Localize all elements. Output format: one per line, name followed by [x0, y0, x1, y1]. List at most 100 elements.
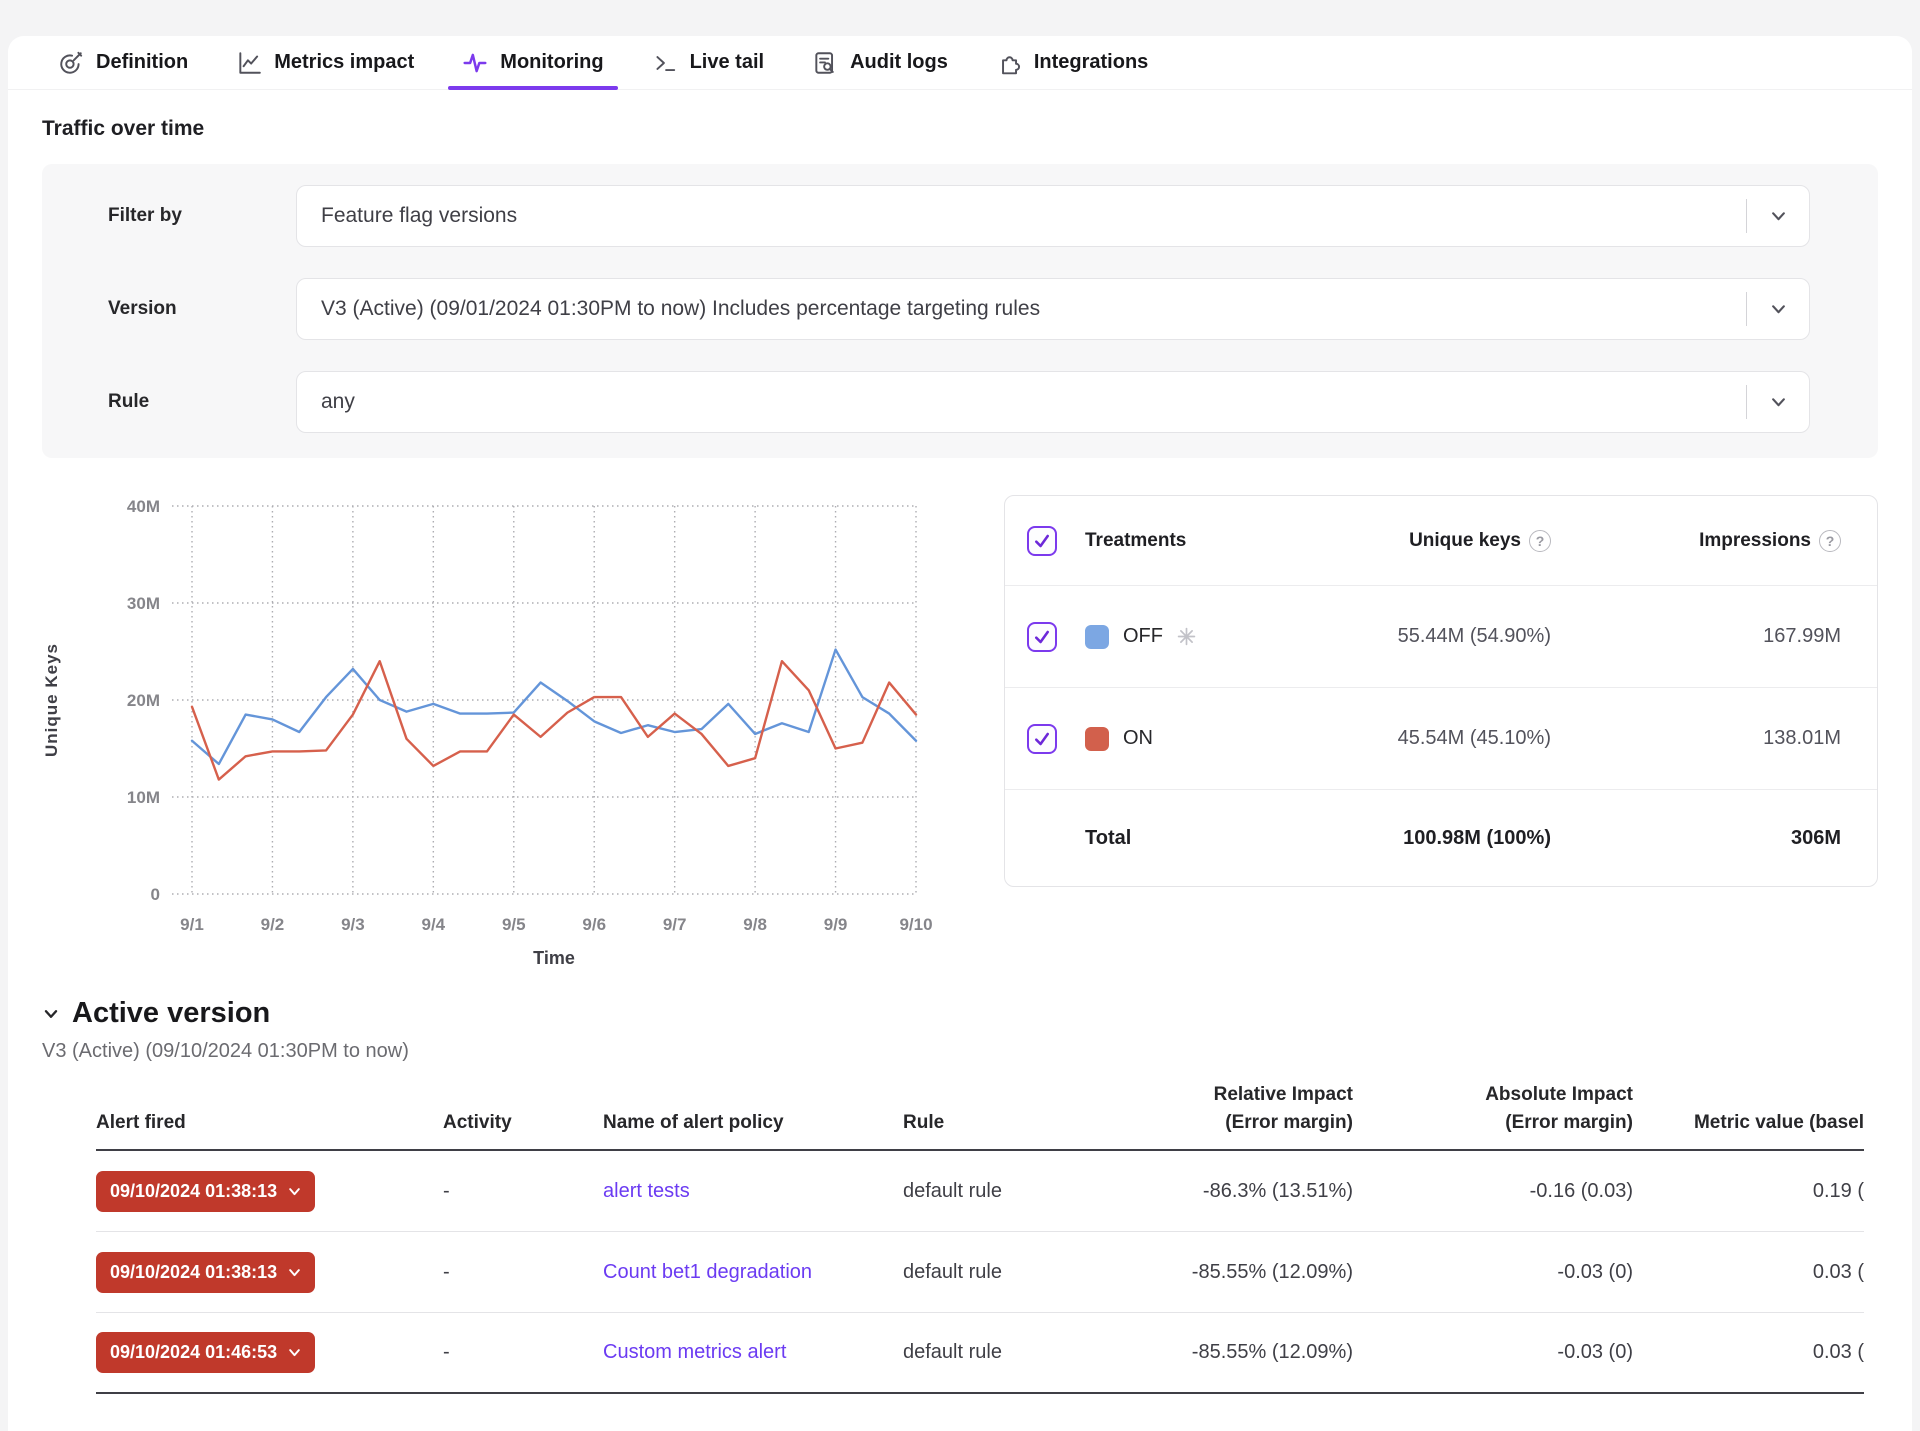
filter-row-filter-by: Filter byFeature flag versions — [108, 185, 1810, 247]
filter-dropdown-rule[interactable]: any — [296, 371, 1810, 433]
svg-text:10M: 10M — [127, 788, 160, 807]
alert-rule: default rule — [903, 1341, 1108, 1364]
svg-text:9/1: 9/1 — [180, 915, 204, 934]
svg-text:9/6: 9/6 — [582, 915, 606, 934]
tab-label: Integrations — [1034, 51, 1148, 74]
audit-logs-icon — [812, 50, 838, 76]
svg-text:9/9: 9/9 — [824, 915, 848, 934]
alert-rule: default rule — [903, 1261, 1108, 1284]
tab-definition[interactable]: Definition — [34, 36, 212, 89]
active-tab-indicator — [448, 86, 617, 90]
alert-fired-badge[interactable]: 09/10/2024 01:38:13 — [96, 1252, 315, 1293]
alerts-column-header: Activity — [443, 1109, 603, 1137]
alert-policy-cell: Custom metrics alert — [603, 1341, 903, 1364]
alert-relative-impact: -85.55% (12.09%) — [1108, 1341, 1353, 1364]
alert-fired-timestamp: 09/10/2024 01:38:13 — [110, 1181, 277, 1202]
treatment-unique-keys: 55.44M (54.90%) — [1221, 625, 1551, 648]
column-sublabel: (Error margin) — [1108, 1109, 1353, 1137]
definition-icon — [58, 50, 84, 76]
column-label: Alert fired — [96, 1109, 443, 1137]
alert-policy-cell: alert tests — [603, 1180, 903, 1203]
monitoring-icon — [462, 50, 488, 76]
help-icon[interactable]: ? — [1819, 530, 1841, 552]
live-tail-icon — [652, 50, 678, 76]
alerts-column-header: Absolute Impact(Error margin) — [1353, 1081, 1633, 1136]
alert-rule: default rule — [903, 1180, 1108, 1203]
alert-relative-impact: -86.3% (13.51%) — [1108, 1180, 1353, 1203]
impressions-header: Impressions? — [1551, 530, 1841, 552]
treatments-panel: TreatmentsUnique keys?Impressions?OFF55.… — [1004, 495, 1878, 887]
filter-row-rule: Ruleany — [108, 371, 1810, 433]
column-label: Absolute Impact — [1353, 1081, 1633, 1109]
alert-policy-link[interactable]: Count bet1 degradation — [603, 1261, 812, 1283]
alert-absolute-impact: -0.16 (0.03) — [1353, 1180, 1633, 1203]
filter-dropdown-filter-by[interactable]: Feature flag versions — [296, 185, 1810, 247]
alert-policy-link[interactable]: alert tests — [603, 1180, 690, 1202]
alert-absolute-impact: -0.03 (0) — [1353, 1341, 1633, 1364]
alert-activity: - — [443, 1180, 603, 1203]
dropdown-selected-value: V3 (Active) (09/01/2024 01:30PM to now) … — [321, 297, 1040, 321]
chevron-down-icon — [1770, 208, 1787, 225]
tab-integrations[interactable]: Integrations — [972, 36, 1172, 89]
alert-policy-cell: Count bet1 degradation — [603, 1261, 903, 1284]
alert-fired-badge[interactable]: 09/10/2024 01:38:13 — [96, 1171, 315, 1212]
tab-label: Metrics impact — [274, 51, 414, 74]
filter-row-version: VersionV3 (Active) (09/01/2024 01:30PM t… — [108, 278, 1810, 340]
alert-activity: - — [443, 1341, 603, 1364]
alert-metric-value: 0.03 ( — [1633, 1261, 1864, 1284]
treatment-checkbox[interactable] — [1027, 526, 1057, 556]
filter-dropdown-version[interactable]: V3 (Active) (09/01/2024 01:30PM to now) … — [296, 278, 1810, 340]
active-version-toggle[interactable]: Active version — [42, 997, 1878, 1030]
treatments-header-row: TreatmentsUnique keys?Impressions? — [1005, 496, 1877, 586]
treatment-checkbox[interactable] — [1027, 622, 1057, 652]
svg-text:9/2: 9/2 — [261, 915, 285, 934]
page-title: Traffic over time — [42, 117, 1878, 141]
treatment-checkbox[interactable] — [1027, 724, 1057, 754]
filter-panel: Filter byFeature flag versions VersionV3 … — [42, 164, 1878, 458]
alert-fired-cell: 09/10/2024 01:38:13 — [96, 1252, 443, 1293]
column-label: Activity — [443, 1109, 603, 1137]
tab-label: Definition — [96, 51, 188, 74]
unique-keys-header-label: Unique keys — [1409, 530, 1521, 552]
chevron-down-icon — [1770, 301, 1787, 318]
y-axis-title: Unique Keys — [42, 643, 62, 757]
chevron-down-icon — [288, 1185, 301, 1198]
svg-text:30M: 30M — [127, 594, 160, 613]
alert-policy-link[interactable]: Custom metrics alert — [603, 1341, 786, 1363]
default-treatment-icon — [1177, 627, 1196, 646]
tab-label: Live tail — [690, 51, 764, 74]
tab-metrics-impact[interactable]: Metrics impact — [212, 36, 438, 89]
traffic-line-chart: 010M20M30M40M9/19/29/39/49/59/69/79/89/9… — [72, 492, 977, 967]
alerts-column-header: Name of alert policy — [603, 1109, 903, 1137]
total-unique-keys: 100.98M (100%) — [1221, 827, 1551, 850]
tab-monitoring[interactable]: Monitoring — [438, 36, 627, 89]
svg-text:20M: 20M — [127, 691, 160, 710]
dropdown-divider — [1746, 385, 1747, 419]
treatment-name: OFF — [1123, 625, 1163, 648]
impressions-header-label: Impressions — [1699, 530, 1811, 552]
treatment-impressions: 167.99M — [1551, 625, 1841, 648]
column-label: Name of alert policy — [603, 1109, 903, 1137]
alerts-table: Alert firedActivityName of alert policy R… — [42, 1081, 1878, 1394]
chevron-down-icon — [1770, 394, 1787, 411]
tab-bar: Definition Metrics impact Monitoring Live t… — [8, 36, 1912, 90]
alerts-column-header: Alert fired — [96, 1109, 443, 1137]
alert-relative-impact: -85.55% (12.09%) — [1108, 1261, 1353, 1284]
tab-live-tail[interactable]: Live tail — [628, 36, 788, 89]
tab-label: Audit logs — [850, 51, 948, 74]
chevron-down-icon — [288, 1266, 301, 1279]
alert-fired-badge[interactable]: 09/10/2024 01:46:53 — [96, 1332, 315, 1373]
treatment-name-cell: OFF — [1085, 625, 1221, 649]
treatment-name: ON — [1123, 727, 1153, 750]
x-axis-title: Time — [533, 948, 575, 967]
svg-text:9/5: 9/5 — [502, 915, 526, 934]
dropdown-divider — [1746, 199, 1747, 233]
column-label: Metric value (basel — [1633, 1109, 1864, 1137]
treatment-row-off: OFF 55.44M (54.90%)167.99M — [1005, 586, 1877, 688]
tab-audit-logs[interactable]: Audit logs — [788, 36, 972, 89]
series-line-on — [192, 661, 916, 779]
help-icon[interactable]: ? — [1529, 530, 1551, 552]
metrics-impact-icon — [236, 50, 262, 76]
treatment-swatch — [1085, 727, 1109, 751]
alerts-column-header: Relative Impact(Error margin) — [1108, 1081, 1353, 1136]
